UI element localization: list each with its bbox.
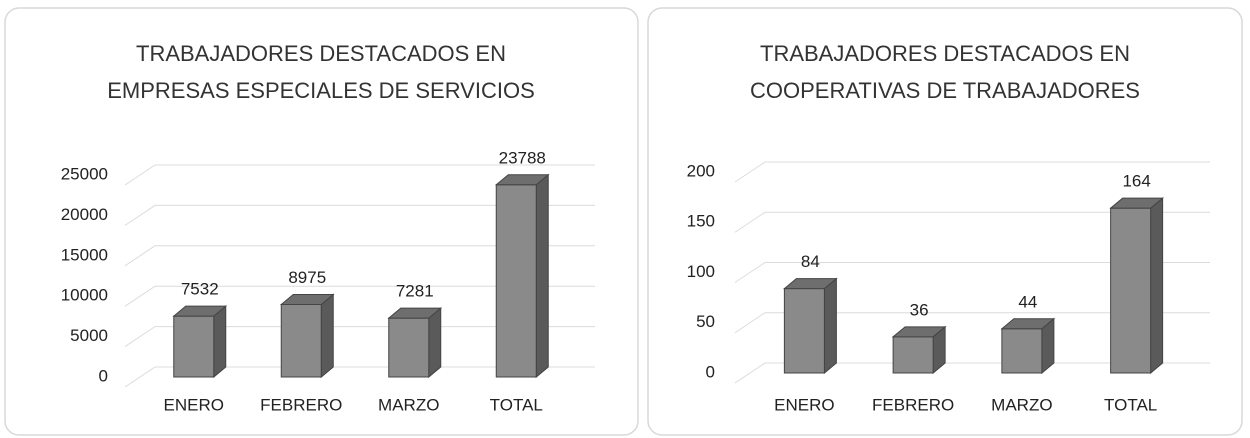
left-panel xyxy=(4,7,639,436)
bar xyxy=(279,293,335,379)
y-tick-label: 10000 xyxy=(61,286,108,305)
bar xyxy=(494,173,550,379)
grid-line xyxy=(124,204,595,226)
grid-line xyxy=(734,262,1210,283)
bar-top xyxy=(387,307,443,319)
grid-line xyxy=(124,285,595,307)
bar-front xyxy=(173,315,215,378)
bar-top xyxy=(172,305,228,317)
bar-top xyxy=(1000,318,1056,330)
x-tick-label: FEBRERO xyxy=(260,395,342,414)
y-tick-label: 20000 xyxy=(61,205,108,224)
bar xyxy=(387,307,443,379)
bar-side xyxy=(1150,197,1164,375)
x-tick-label: MARZO xyxy=(378,395,439,414)
bar-top xyxy=(1109,197,1165,209)
bar-front xyxy=(280,303,322,378)
bar-side xyxy=(823,277,837,375)
chart-title: TRABAJADORES DESTACADOS EN xyxy=(760,41,1130,66)
bar xyxy=(1109,197,1165,375)
y-tick-label: 50 xyxy=(696,312,715,331)
bar-front xyxy=(1110,207,1152,374)
y-tick-label: 15000 xyxy=(61,245,108,264)
bar-front xyxy=(1001,328,1043,374)
bar xyxy=(891,325,947,375)
grid-line xyxy=(124,366,595,388)
grid-line xyxy=(124,245,595,267)
bar xyxy=(172,305,228,379)
bar-front xyxy=(388,317,430,378)
bar-top xyxy=(782,278,838,290)
x-tick-label: ENERO xyxy=(774,395,834,414)
bar-front xyxy=(892,336,934,374)
bar-side xyxy=(535,173,549,379)
data-label: 7532 xyxy=(181,280,219,299)
x-tick-label: MARZO xyxy=(991,395,1052,414)
bar-top xyxy=(494,174,550,186)
y-tick-label: 25000 xyxy=(61,164,108,183)
chart-title: COOPERATIVAS DE TRABAJADORES xyxy=(750,78,1140,103)
chart-title: TRABAJADORES DESTACADOS EN xyxy=(136,41,506,66)
bar xyxy=(1000,317,1056,375)
grid-line xyxy=(734,211,1210,233)
y-tick-label: 5000 xyxy=(70,326,108,345)
grid-line xyxy=(734,362,1210,384)
data-label: 8975 xyxy=(288,268,326,287)
data-label: 164 xyxy=(1122,172,1150,191)
bar-front xyxy=(495,184,537,378)
x-tick-label: TOTAL xyxy=(490,395,543,414)
data-label: 7281 xyxy=(396,282,434,301)
x-tick-label: ENERO xyxy=(164,395,224,414)
data-label: 44 xyxy=(1018,292,1037,311)
x-tick-label: TOTAL xyxy=(1104,395,1157,414)
x-tick-label: FEBRERO xyxy=(872,395,954,414)
y-tick-label: 0 xyxy=(706,362,715,381)
data-label: 36 xyxy=(910,300,929,319)
bar-top xyxy=(279,293,335,305)
y-tick-label: 0 xyxy=(99,366,108,385)
grid-line xyxy=(124,326,595,348)
y-tick-label: 100 xyxy=(687,262,715,281)
bar-top xyxy=(891,326,947,338)
bar-side xyxy=(428,307,442,379)
bar-side xyxy=(213,305,227,379)
chart-title: EMPRESAS ESPECIALES DE SERVICIOS xyxy=(107,78,535,103)
grid-line xyxy=(734,161,1210,183)
bar-side xyxy=(320,293,334,379)
bar-front xyxy=(783,288,825,374)
grid-line xyxy=(734,312,1210,334)
y-tick-label: 200 xyxy=(687,161,715,180)
bar xyxy=(782,277,838,375)
y-tick-label: 150 xyxy=(687,212,715,231)
data-label: 84 xyxy=(801,252,820,271)
data-label: 23788 xyxy=(499,148,546,167)
grid-line xyxy=(124,164,595,186)
